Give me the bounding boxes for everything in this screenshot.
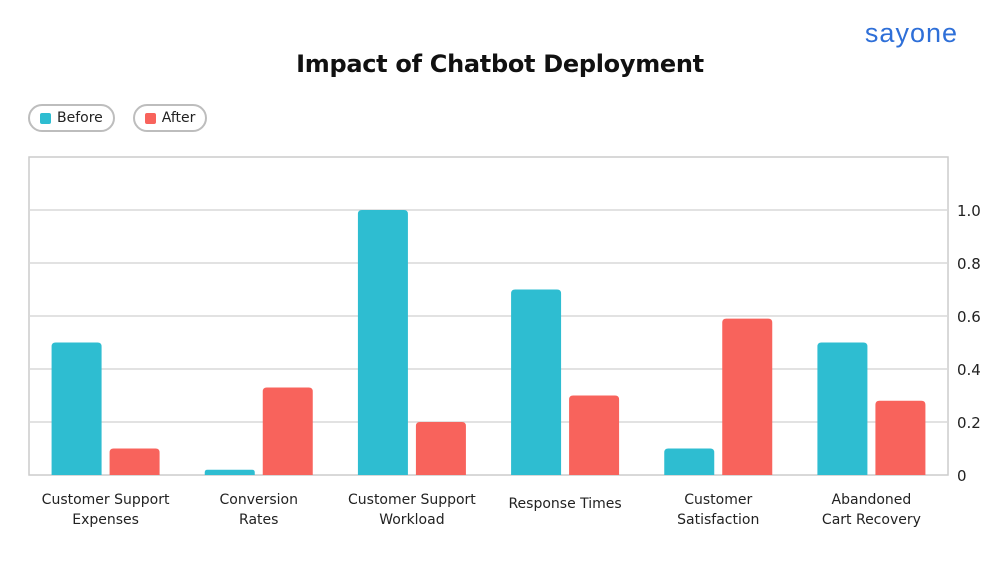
y-tick-label: 0.2 <box>957 414 981 432</box>
bar-after <box>722 318 773 475</box>
bar-after <box>415 422 466 475</box>
bar-after <box>109 448 160 475</box>
plot-frame <box>28 156 949 476</box>
legend-item-after[interactable]: After <box>132 104 208 132</box>
bar-after <box>569 395 620 475</box>
x-tick-label: Rates <box>239 512 278 528</box>
y-tick-label: 0.4 <box>957 361 981 379</box>
x-tick-label: Abandoned <box>832 492 912 508</box>
x-tick-label: Satisfaction <box>677 512 759 528</box>
bar-before <box>511 289 562 475</box>
legend-label-after: After <box>161 110 196 126</box>
bar-before <box>664 448 715 475</box>
y-tick-label: 0.6 <box>957 308 981 326</box>
legend-swatch-after <box>144 112 156 124</box>
legend-label-before: Before <box>57 110 103 126</box>
brand-logo: sayone <box>864 18 958 48</box>
x-tick-label: Customer Support <box>42 492 170 508</box>
bar-before <box>357 210 408 475</box>
y-tick-label: 0 <box>957 467 967 485</box>
chart-title: Impact of Chatbot Deployment <box>296 50 704 78</box>
x-tick-label: Customer Support <box>348 492 476 508</box>
bar-after <box>875 400 926 475</box>
x-tick-label: Customer <box>684 492 752 508</box>
x-tick-label: Expenses <box>72 512 139 528</box>
bar-before <box>204 469 255 475</box>
bar-after <box>262 387 313 475</box>
y-tick-label: 1.0 <box>957 202 981 220</box>
x-tick-label: Cart Recovery <box>822 512 921 528</box>
bar-before <box>51 342 102 475</box>
bar-before <box>817 342 868 475</box>
legend-item-before[interactable]: Before <box>28 104 115 132</box>
legend-swatch-before <box>40 112 51 124</box>
legend: Before After <box>28 104 208 132</box>
x-tick-label: Conversion <box>220 492 299 508</box>
x-tick-label: Workload <box>379 512 444 528</box>
x-tick-label: Response Times <box>508 496 621 512</box>
y-tick-label: 0.8 <box>957 255 981 273</box>
